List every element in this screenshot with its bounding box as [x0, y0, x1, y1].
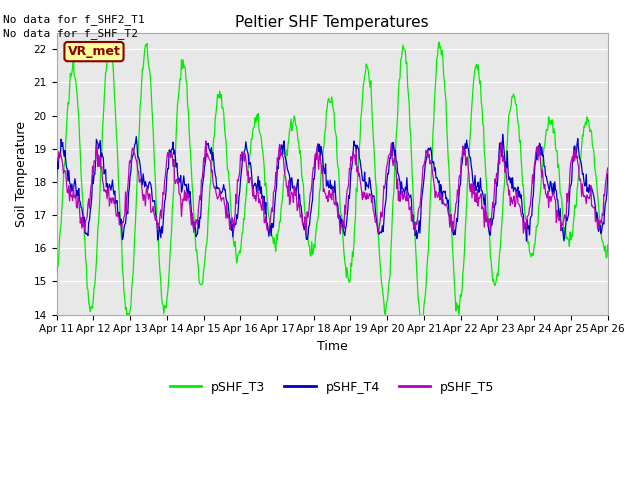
Text: VR_met: VR_met	[68, 45, 120, 58]
Text: No data for f_SHF2_T1
No data for f_SHF_T2: No data for f_SHF2_T1 No data for f_SHF_…	[3, 14, 145, 39]
X-axis label: Time: Time	[317, 340, 348, 353]
Title: Peltier SHF Temperatures: Peltier SHF Temperatures	[236, 15, 429, 30]
Legend: pSHF_T3, pSHF_T4, pSHF_T5: pSHF_T3, pSHF_T4, pSHF_T5	[165, 375, 499, 398]
Y-axis label: Soil Temperature: Soil Temperature	[15, 120, 28, 227]
